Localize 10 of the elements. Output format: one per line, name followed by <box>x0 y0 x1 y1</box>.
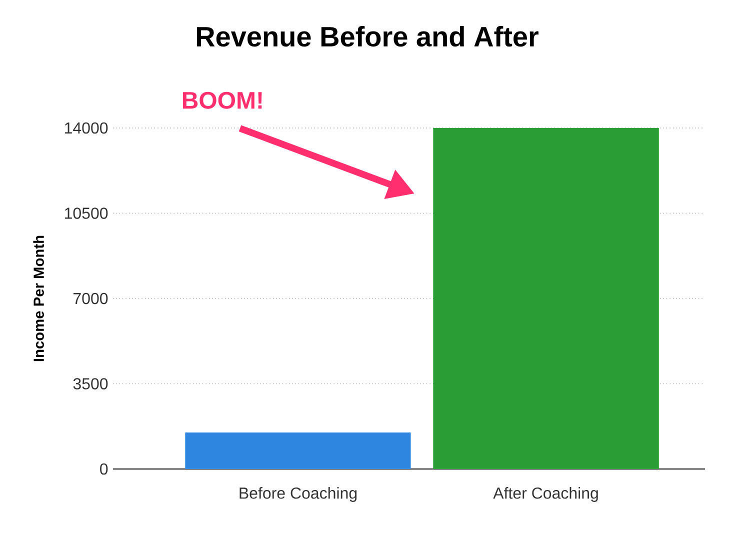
y-tick-label: 14000 <box>65 122 108 134</box>
y-tick-label: 3500 <box>73 378 108 390</box>
y-tick-label: 7000 <box>74 292 108 304</box>
text: BOOM! <box>182 92 262 109</box>
y-axis-title: Income Per Month <box>33 236 44 362</box>
chart-title: Revenue Before and After <box>196 26 538 47</box>
y-tick-label: 10500 <box>65 208 108 219</box>
x-tick-label: Before Coaching <box>240 487 357 502</box>
x-tick-label: After Coaching <box>493 487 598 502</box>
y-tick-label: 0 <box>100 463 108 475</box>
